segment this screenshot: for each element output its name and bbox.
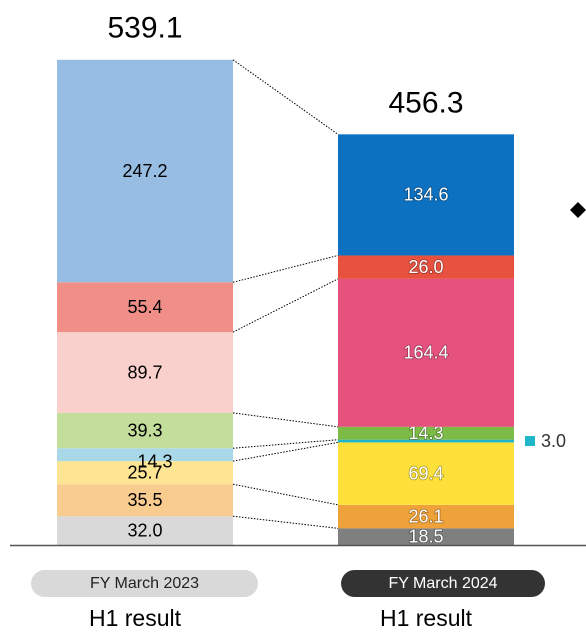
data-label: 69.4 xyxy=(408,463,443,483)
x-tick-label: FY March 2023 xyxy=(90,575,199,592)
bar-segment xyxy=(338,504,514,529)
data-label: 3.0 xyxy=(541,431,566,451)
total-label: 539.1 xyxy=(107,12,182,45)
data-label: 25.7 xyxy=(127,462,162,482)
connector xyxy=(232,515,339,529)
legend-swatch xyxy=(525,436,535,447)
data-label: 134.6 xyxy=(403,185,448,205)
x-tick-label: FY March 2024 xyxy=(388,575,497,592)
bar-segment xyxy=(338,255,514,279)
total-label: 456.3 xyxy=(388,86,463,119)
connector xyxy=(232,483,339,506)
data-label: 18.5 xyxy=(408,526,443,546)
data-label: 26.1 xyxy=(408,506,443,526)
data-label: 35.5 xyxy=(127,490,162,510)
bar-segment xyxy=(338,442,514,505)
bar-segment xyxy=(57,59,233,283)
bar-segment xyxy=(338,426,514,440)
data-label: 164.4 xyxy=(403,343,448,363)
data-label: 39.3 xyxy=(127,420,162,440)
bar-segment xyxy=(57,484,233,517)
data-label: 55.4 xyxy=(127,297,162,317)
connector xyxy=(232,278,339,333)
category-pill xyxy=(31,570,258,597)
bar-segment xyxy=(57,412,233,449)
bar-segment xyxy=(57,448,233,462)
data-label: 247.2 xyxy=(122,161,167,181)
x-tick-sublabel: H1 result xyxy=(380,605,473,631)
bar-segment xyxy=(57,461,233,485)
connector xyxy=(232,441,339,462)
connector xyxy=(232,412,339,428)
category-pill xyxy=(341,570,545,597)
x-tick-sublabel: H1 result xyxy=(89,605,182,631)
data-label: 14.3 xyxy=(408,423,443,443)
bar-segment xyxy=(57,282,233,333)
data-label: 14.3 xyxy=(137,451,172,471)
bar-segment xyxy=(338,439,514,443)
bar-segment xyxy=(57,332,233,413)
data-label: 89.7 xyxy=(127,362,162,382)
connector xyxy=(232,59,339,135)
marker xyxy=(570,202,586,218)
bar-segment xyxy=(338,278,514,427)
data-label: 26.0 xyxy=(408,257,443,277)
bar-segment xyxy=(57,516,233,545)
bar-segment xyxy=(338,528,514,545)
connector xyxy=(232,439,339,449)
bar-segment xyxy=(338,134,514,256)
data-label: 32.0 xyxy=(127,520,162,540)
connector xyxy=(232,254,339,283)
